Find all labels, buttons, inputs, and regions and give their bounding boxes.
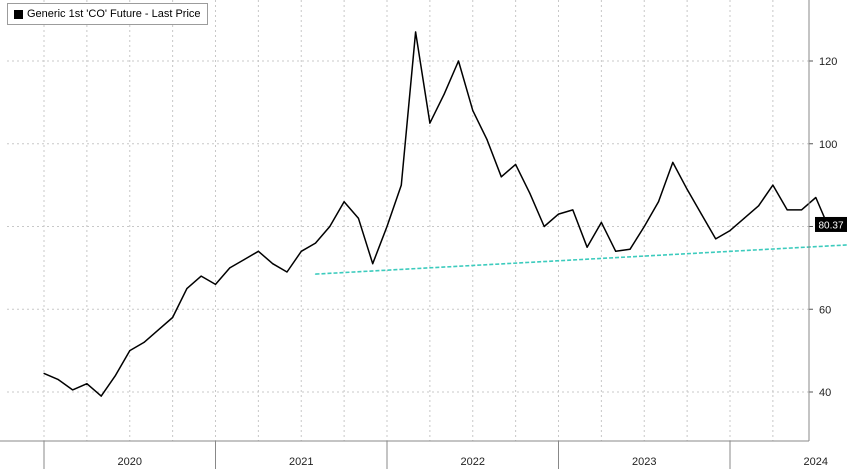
- series-point: [243, 259, 245, 261]
- series-point: [400, 184, 402, 186]
- series-point: [214, 283, 217, 286]
- series-point: [100, 395, 102, 397]
- series-point: [757, 205, 760, 207]
- series-point: [515, 163, 517, 166]
- series-point: [429, 122, 431, 124]
- series-point: [372, 263, 374, 265]
- y-tick-label: 120: [819, 56, 837, 68]
- series-point: [229, 267, 231, 269]
- series-point: [357, 217, 360, 219]
- series-point: [543, 225, 545, 228]
- last-value-label: 80.37: [818, 220, 843, 231]
- series-point: [557, 213, 560, 215]
- series-point: [186, 287, 188, 290]
- x-tick-label: 2021: [289, 456, 313, 468]
- series-layer: [43, 31, 848, 397]
- series-point: [343, 201, 345, 203]
- last-value-background: [815, 216, 847, 232]
- series-point: [615, 250, 617, 252]
- series-point: [386, 225, 388, 228]
- gridlines: [7, 0, 809, 441]
- series-point: [286, 271, 288, 273]
- series-point: [800, 209, 803, 211]
- price-line: [43, 31, 845, 397]
- series-point: [772, 184, 774, 186]
- trendline: [315, 244, 848, 275]
- series-point: [500, 176, 502, 178]
- series-point: [329, 225, 331, 228]
- series-point: [86, 383, 88, 385]
- series-point: [443, 93, 445, 95]
- y-axis: 40608010012080.37: [808, 0, 847, 441]
- y-tick-label: 100: [819, 139, 837, 151]
- x-tick-label: 2024: [804, 456, 828, 468]
- series-point: [257, 250, 259, 252]
- series-point: [743, 217, 745, 219]
- last-value-tag: 80.37: [815, 216, 847, 232]
- series-point: [729, 230, 731, 232]
- series-point: [300, 250, 302, 252]
- series-point: [43, 372, 45, 374]
- series-point: [657, 201, 660, 203]
- y-tick-label: 40: [819, 387, 831, 399]
- x-tick-label: 2022: [461, 456, 485, 468]
- series-point: [114, 374, 117, 377]
- y-tick-label: 60: [819, 304, 831, 316]
- series-point: [686, 188, 688, 190]
- series-point: [314, 242, 317, 244]
- series-point: [314, 273, 317, 275]
- x-tick-label: 2020: [118, 456, 142, 468]
- series-point: [700, 213, 703, 215]
- series-point: [672, 161, 674, 163]
- series-point: [200, 275, 202, 277]
- series-point: [457, 60, 460, 62]
- legend: Generic 1st 'CO' Future - Last Price: [7, 3, 208, 25]
- series-point: [486, 139, 488, 141]
- series-point: [529, 192, 531, 194]
- series-point: [57, 378, 59, 381]
- series-point: [143, 341, 145, 343]
- series-point: [414, 31, 417, 33]
- x-tick-label: 2023: [632, 456, 656, 468]
- series-point: [272, 263, 274, 265]
- series-point: [71, 389, 74, 391]
- series-point: [157, 329, 159, 331]
- series-point: [815, 196, 817, 199]
- series-point: [600, 221, 602, 223]
- series-point: [572, 209, 574, 211]
- series-point: [643, 225, 645, 228]
- x-axis: 2020 2021 2022 2023 2024: [0, 440, 828, 469]
- series-point: [629, 248, 631, 250]
- legend-swatch: [14, 9, 23, 19]
- series-point: [715, 238, 717, 240]
- series-point: [786, 209, 788, 211]
- legend-label: Generic 1st 'CO' Future - Last Price: [27, 8, 201, 20]
- series-point: [472, 110, 474, 112]
- series-point: [586, 246, 588, 248]
- series-point: [172, 316, 174, 319]
- series-point: [129, 350, 131, 352]
